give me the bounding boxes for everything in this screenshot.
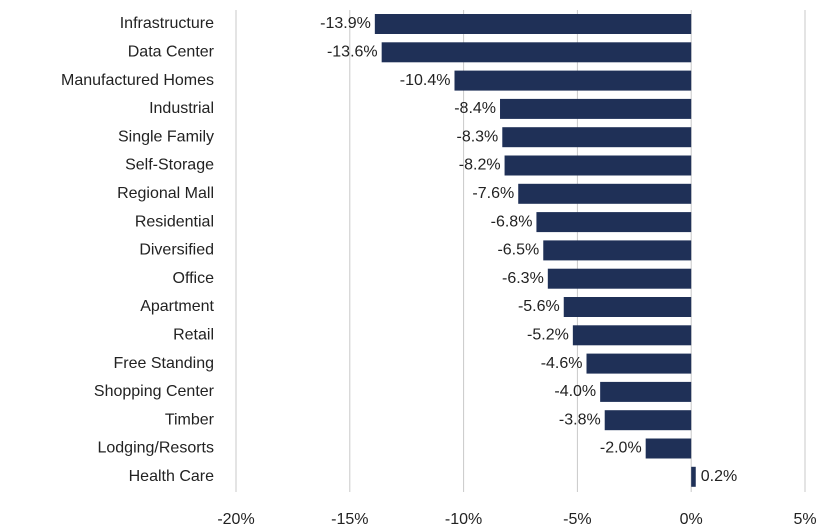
value-label: -2.0% [600,440,642,457]
value-label: -3.8% [559,411,601,428]
bar [500,98,692,119]
value-label: -4.6% [541,355,583,372]
y-tick-label: Shopping Center [94,383,215,400]
y-tick-label: Timber [165,411,215,428]
y-tick-label: Diversified [139,242,214,259]
x-tick-label: 5% [793,511,816,528]
x-tick-label: 0% [680,511,703,528]
value-label: -8.3% [456,128,498,145]
value-label: -13.9% [320,15,371,32]
value-label: -7.6% [472,185,514,202]
value-label: -5.6% [518,298,560,315]
value-label: -6.5% [497,242,539,259]
bar [502,127,692,148]
bar [536,212,692,233]
y-tick-label: Single Family [118,128,214,145]
value-label: -10.4% [400,72,451,89]
bar [504,155,692,176]
y-tick-label: Infrastructure [120,15,214,32]
bar [454,70,692,91]
y-tick-label: Manufactured Homes [61,72,214,89]
bar [374,14,692,34]
bar [586,353,692,374]
x-tick-label: -10% [445,511,482,528]
value-label: -8.2% [459,157,501,174]
y-tick-label: Health Care [129,468,214,485]
value-label: -8.4% [454,100,496,117]
y-tick-label: Lodging/Resorts [97,440,214,457]
bar [547,268,692,289]
y-tick-label: Free Standing [113,355,214,372]
bar [563,297,692,317]
bar [600,381,692,402]
y-tick-label: Self-Storage [125,157,214,174]
y-tick-label: Data Center [128,44,215,61]
y-tick-label: Residential [135,213,214,230]
value-label: -13.6% [327,44,378,61]
value-label: -6.8% [491,213,533,230]
bar [691,466,696,487]
x-tick-label: -15% [331,511,368,528]
x-tick-label: -20% [217,511,254,528]
bar [381,42,692,63]
value-label: -6.3% [502,270,544,287]
y-tick-label: Office [173,270,215,287]
x-tick-label: -5% [563,511,591,528]
value-label: -5.2% [527,327,569,344]
value-label: -4.0% [554,383,596,400]
bar [543,240,692,261]
bar [518,183,692,204]
value-label: 0.2% [701,468,737,485]
y-tick-label: Apartment [140,298,214,315]
bar [572,325,692,346]
y-tick-label: Retail [173,327,214,344]
bar [604,410,692,431]
bar [645,438,692,459]
y-tick-label: Regional Mall [117,185,214,202]
y-tick-label: Industrial [149,100,214,117]
